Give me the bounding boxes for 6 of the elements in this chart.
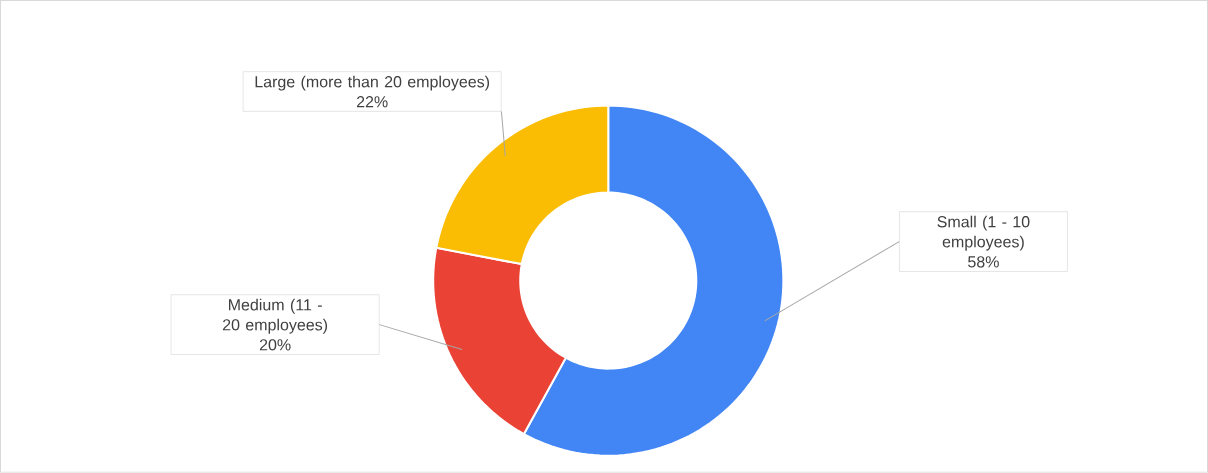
slice-label: Small (1 - 10 employees) — [937, 215, 1030, 251]
data-label: 20% — [259, 339, 291, 351]
data-label: 22% — [356, 96, 388, 108]
data-label: 58% — [968, 256, 999, 268]
slice-label: Large (more than 20 employees) — [255, 75, 490, 91]
slice-label: Medium (11 - 20 employees) — [223, 298, 328, 334]
